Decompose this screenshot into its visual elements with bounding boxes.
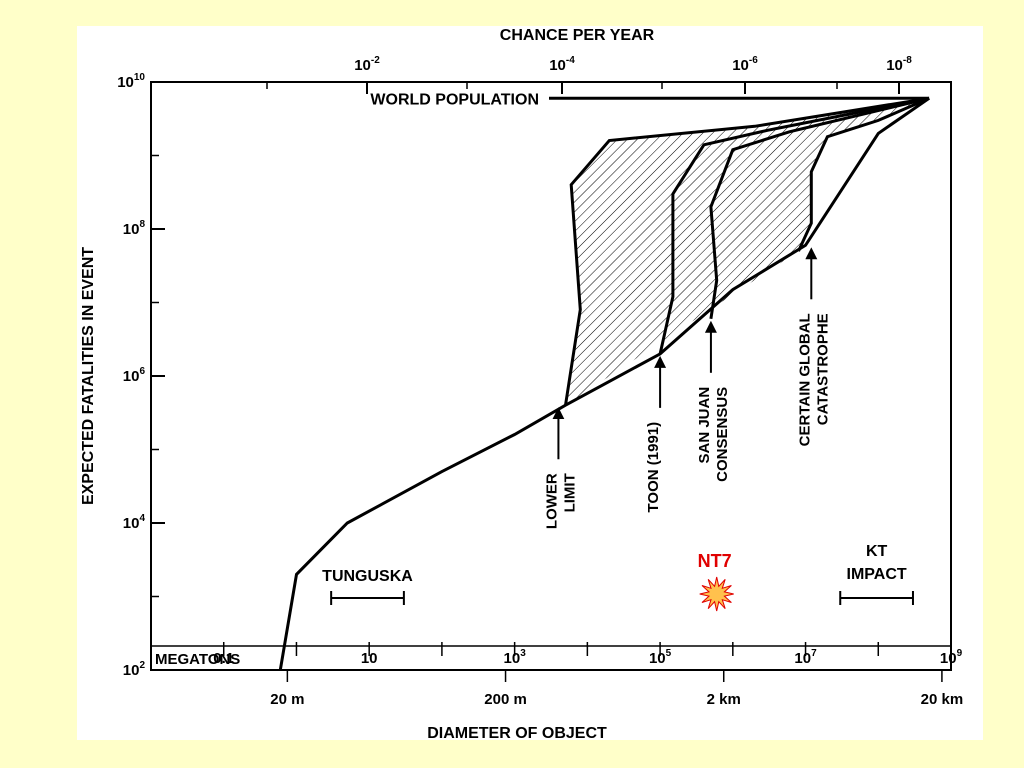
world-population-label: WORLD POPULATION xyxy=(370,91,539,108)
megatons-axis-ticks: 0.1 10 103 105 107 109 xyxy=(151,642,963,667)
top-axis-tick-label: 10-2 xyxy=(354,55,380,74)
top-axis-tick-label: 10-4 xyxy=(549,55,575,74)
chart: CHANCE PER YEAR 10-2 10-4 10-6 10-8 EXPECTE… xyxy=(80,27,963,740)
arrow-label-line2: CONSENSUS xyxy=(714,387,731,482)
y-axis-tick-label: 104 xyxy=(123,513,146,532)
arrow-label-line1: TOON (1991) xyxy=(645,422,662,513)
top-axis-tick-label: 10-6 xyxy=(732,55,758,74)
megatons-axis-title: MEGATONS xyxy=(155,651,240,668)
y-axis-tick-label: 108 xyxy=(123,219,146,238)
series-line-1 xyxy=(658,96,930,355)
chart-marks: WORLD POPULATION LOWER LIMIT TOON (1991) SAN… xyxy=(278,91,930,671)
y-axis-tick-label: 106 xyxy=(123,366,146,385)
y-axis-title: EXPECTED FATALITIES IN EVENT xyxy=(80,247,97,505)
diameter-axis-tick-label: 20 m xyxy=(270,691,304,708)
megatons-axis-tick-label: 0.1 xyxy=(213,650,234,667)
nt7-label: NT7 xyxy=(698,551,732,571)
arrow-label-line2: CATASTROPHE xyxy=(814,313,831,425)
top-axis-tick-label: 10-8 xyxy=(886,55,912,74)
chart-panel: CHANCE PER YEAR 10-2 10-4 10-6 10-8 EXPECTE… xyxy=(77,26,983,740)
series-line-2 xyxy=(709,96,930,320)
diameter-axis-title: DIAMETER OF OBJECT xyxy=(427,725,607,740)
megatons-axis-tick-label: 10 xyxy=(361,650,378,667)
megatons-axis-tick-label: 103 xyxy=(504,648,527,667)
series-line-3 xyxy=(797,96,930,252)
y-axis-ticks: 1010 108 106 104 102 xyxy=(117,72,165,679)
arrow-label-2: SAN JUAN CONSENSUS xyxy=(696,387,731,482)
kt-label-line2: IMPACT xyxy=(847,566,907,583)
hatched-band xyxy=(565,98,930,406)
arrow-label-line1: LOWER xyxy=(543,473,560,529)
diameter-axis-tick-label: 20 km xyxy=(921,691,964,708)
megatons-axis-tick-label: 105 xyxy=(649,648,672,667)
tunguska-label: TUNGUSKA xyxy=(322,568,413,585)
top-axis-ticks: 10-2 10-4 10-6 10-8 xyxy=(266,55,912,94)
megatons-axis-tick-label: 109 xyxy=(940,648,963,667)
nt7-star-icon xyxy=(699,576,734,612)
megatons-axis-tick-label: 107 xyxy=(794,648,817,667)
series-line-0 xyxy=(564,96,930,406)
arrow-label-line1: SAN JUAN xyxy=(696,387,713,464)
diameter-axis-ticks: 20 m 200 m 2 km 20 km xyxy=(270,670,963,708)
kt-label-line1: KT xyxy=(866,543,888,560)
arrow-label-3: CERTAIN GLOBAL CATASTROPHE xyxy=(796,313,831,446)
y-axis-tick-label: 1010 xyxy=(117,72,145,91)
diameter-axis-tick-label: 2 km xyxy=(707,691,741,708)
arrow-label-0: LOWER LIMIT xyxy=(543,473,578,529)
arrow-label-line2: LIMIT xyxy=(561,473,578,512)
top-axis-title: CHANCE PER YEAR xyxy=(500,27,655,44)
arrow-label-line1: CERTAIN GLOBAL xyxy=(796,313,813,446)
arrow-label-1: TOON (1991) xyxy=(645,422,662,513)
diameter-axis-tick-label: 200 m xyxy=(484,691,527,708)
y-axis-tick-label: 102 xyxy=(123,660,146,679)
